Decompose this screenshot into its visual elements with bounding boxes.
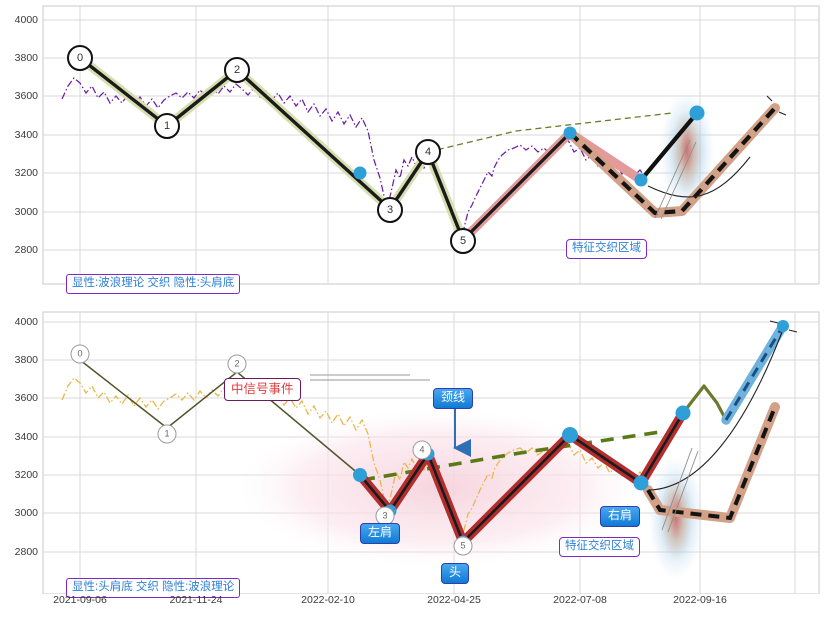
legend-bottom: 显性:头肩底 交织 隐性:波浪理论 — [66, 578, 241, 599]
top-projection-impulse — [638, 110, 700, 183]
bottom-projection-blue-dash — [724, 325, 785, 421]
y-tick: 3200 — [14, 469, 38, 481]
x-tick: 2022-02-10 — [301, 594, 355, 606]
x-tick: 2021-11-24 — [169, 594, 223, 606]
top-wave-line — [78, 56, 465, 242]
top-projection-dash — [568, 106, 777, 216]
y-tick: 3800 — [14, 52, 38, 64]
callout-head[interactable]: 头 — [441, 563, 470, 584]
y-tick: 4000 — [14, 14, 38, 26]
callout-feature-zone-bottom[interactable]: 特征交织区域 — [559, 537, 640, 558]
top-hotspot-region — [659, 90, 715, 214]
y-tick: 3800 — [14, 354, 38, 366]
callout-right-shoulder[interactable]: 右肩 — [600, 506, 641, 527]
wave-marker-4[interactable]: 4 — [415, 139, 441, 165]
wave-marker-4[interactable]: 4 — [412, 440, 432, 460]
y-tick: 3600 — [14, 90, 38, 102]
wave-marker-0[interactable]: 0 — [67, 45, 93, 71]
wave-marker-1[interactable]: 1 — [154, 113, 180, 139]
y-tick: 4000 — [14, 316, 38, 328]
wave-marker-2[interactable]: 2 — [224, 57, 250, 83]
callout-mid-signal-event[interactable]: 中信号事件 — [224, 378, 301, 402]
top-connector-arc — [647, 156, 751, 198]
y-tick: 3000 — [14, 507, 38, 519]
top-chart-svg — [42, 5, 820, 285]
bottom-chart-panel: 4000 3800 3600 3400 3200 3000 2800 0 1 2… — [0, 308, 825, 599]
x-tick: 2022-09-16 — [673, 594, 727, 606]
y-tick: 2800 — [14, 244, 38, 256]
legend-top: 显性:波浪理论 交织 隐性:头肩底 — [66, 274, 241, 295]
top-chart-panel: 4000 3800 3600 3400 3200 3000 2800 0 1 2… — [0, 0, 825, 300]
bottom-connector-curve — [649, 331, 783, 491]
top-leader-line — [654, 139, 691, 219]
wave-marker-3[interactable]: 3 — [377, 197, 403, 223]
top-neckline — [427, 112, 673, 153]
x-tick: 2021-09-06 — [53, 594, 107, 606]
top-endcap-ticks — [766, 95, 787, 116]
callout-feature-zone-top[interactable]: 特征交织区域 — [566, 239, 647, 260]
bottom-leader-line-2 — [667, 450, 699, 533]
y-tick: 3200 — [14, 167, 38, 179]
y-tick: 2800 — [14, 546, 38, 558]
y-tick: 3600 — [14, 392, 38, 404]
event-leader — [310, 374, 430, 381]
top-hns-line — [461, 131, 572, 242]
bottom-leader-line — [661, 447, 693, 531]
callout-left-shoulder[interactable]: 左肩 — [360, 523, 401, 544]
x-tick: 2022-07-08 — [553, 594, 607, 606]
x-axis: 2021-09-06 2021-11-24 2022-02-10 2022-04… — [0, 594, 825, 617]
wave-marker-2[interactable]: 2 — [227, 354, 247, 374]
y-tick: 3000 — [14, 206, 38, 218]
wave-marker-5[interactable]: 5 — [450, 228, 476, 254]
x-tick: 2022-04-25 — [427, 594, 481, 606]
bottom-endcap-ticks — [769, 320, 798, 333]
wave-marker-5[interactable]: 5 — [453, 536, 473, 556]
y-tick: 3400 — [14, 431, 38, 443]
bottom-projection-olive — [681, 384, 728, 422]
top-leader-line-2 — [660, 141, 697, 220]
callout-neckline[interactable]: 颈线 — [433, 388, 474, 409]
bottom-hotspot-region — [648, 456, 704, 580]
bottom-price-line — [61, 377, 647, 542]
bottom-projection-tan-dash — [646, 406, 777, 521]
top-price-line — [61, 77, 647, 240]
wave-marker-1[interactable]: 1 — [157, 424, 177, 444]
wave-marker-0[interactable]: 0 — [70, 344, 90, 364]
y-tick: 3400 — [14, 129, 38, 141]
